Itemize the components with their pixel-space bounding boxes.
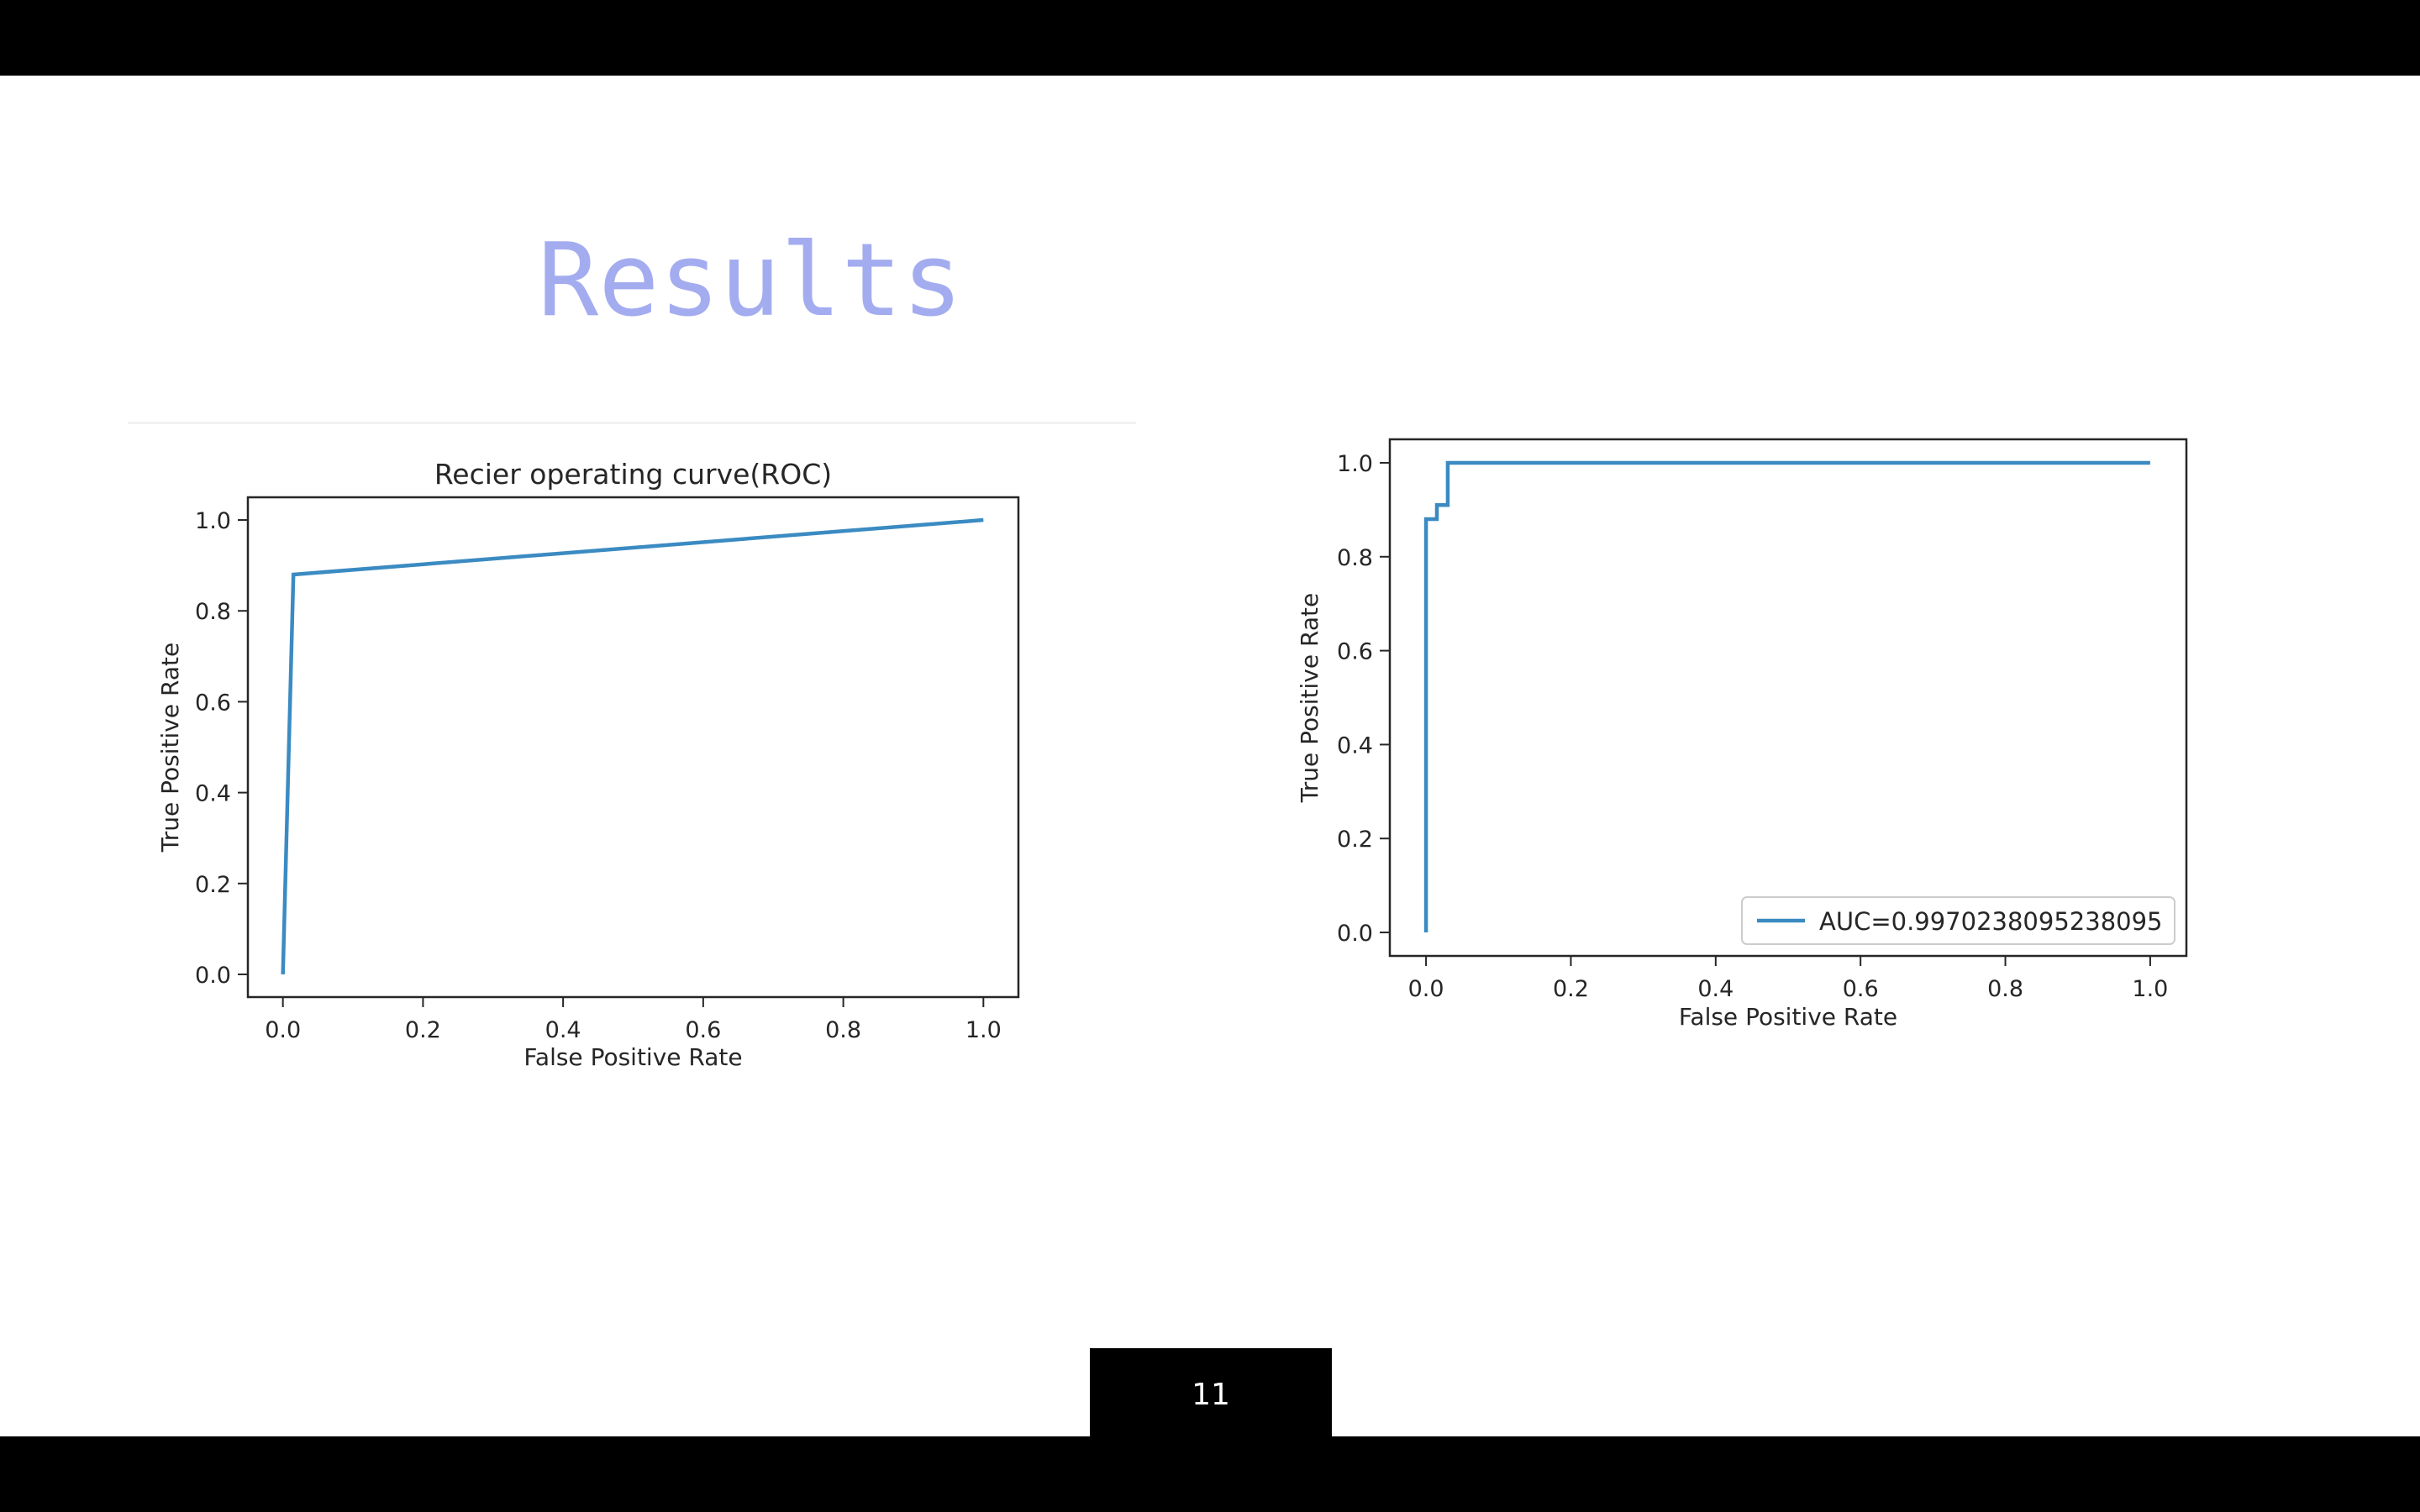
y-tick-label: 0.2 bbox=[195, 872, 231, 898]
page-number: 11 bbox=[1192, 1377, 1230, 1412]
roc-series-line bbox=[1423, 460, 2150, 933]
page-number-tab: 11 bbox=[1090, 1348, 1332, 1441]
x-tick-label: 0.2 bbox=[405, 1017, 441, 1043]
y-tick-label: 0.0 bbox=[195, 963, 231, 989]
x-axis-label: False Positive Rate bbox=[523, 1043, 742, 1071]
x-tick-label: 1.0 bbox=[2132, 976, 2168, 1002]
slide-title: Results bbox=[538, 223, 963, 339]
y-tick-label: 0.8 bbox=[195, 599, 231, 625]
x-tick-label: 0.6 bbox=[1843, 976, 1879, 1002]
y-tick-label: 0.4 bbox=[195, 781, 231, 807]
y-tick-label: 0.6 bbox=[1337, 639, 1373, 665]
x-tick-label: 0.8 bbox=[1987, 976, 2023, 1002]
x-tick-label: 1.0 bbox=[965, 1017, 1002, 1043]
legend-label: AUC=0.9970238095238095 bbox=[1819, 907, 2163, 936]
legend-box bbox=[1741, 896, 2175, 945]
legend: AUC=0.9970238095238095 bbox=[1741, 896, 2175, 945]
plot-frame bbox=[1388, 438, 2188, 958]
x-tick-label: 0.2 bbox=[1553, 976, 1589, 1002]
top-bar bbox=[0, 0, 2420, 76]
y-tick-label: 0.0 bbox=[1337, 921, 1373, 947]
x-tick-label: 0.4 bbox=[545, 1017, 581, 1043]
roc-series-line bbox=[281, 517, 984, 975]
x-tick-label: 0.6 bbox=[685, 1017, 721, 1043]
chart-title: Recier operating curve(ROC) bbox=[434, 458, 832, 491]
y-tick-label: 0.8 bbox=[1337, 545, 1373, 571]
x-tick-label: 0.0 bbox=[265, 1017, 301, 1043]
y-axis-label: True Positive Rate bbox=[1296, 593, 1323, 803]
y-tick-label: 0.2 bbox=[1337, 827, 1373, 853]
plot-frame bbox=[246, 496, 1020, 999]
title-divider bbox=[128, 422, 1136, 424]
y-tick-label: 1.0 bbox=[1337, 451, 1373, 477]
y-axis-label: True Positive Rate bbox=[156, 643, 184, 853]
y-tick-label: 0.6 bbox=[195, 690, 231, 716]
x-axis-label: False Positive Rate bbox=[1679, 1003, 1897, 1031]
x-tick-label: 0.4 bbox=[1697, 976, 1733, 1002]
y-tick-label: 1.0 bbox=[195, 508, 231, 534]
x-tick-label: 0.0 bbox=[1408, 976, 1444, 1002]
bottom-bar bbox=[0, 1436, 2420, 1512]
x-tick-label: 0.8 bbox=[825, 1017, 861, 1043]
y-tick-label: 0.4 bbox=[1337, 732, 1373, 759]
